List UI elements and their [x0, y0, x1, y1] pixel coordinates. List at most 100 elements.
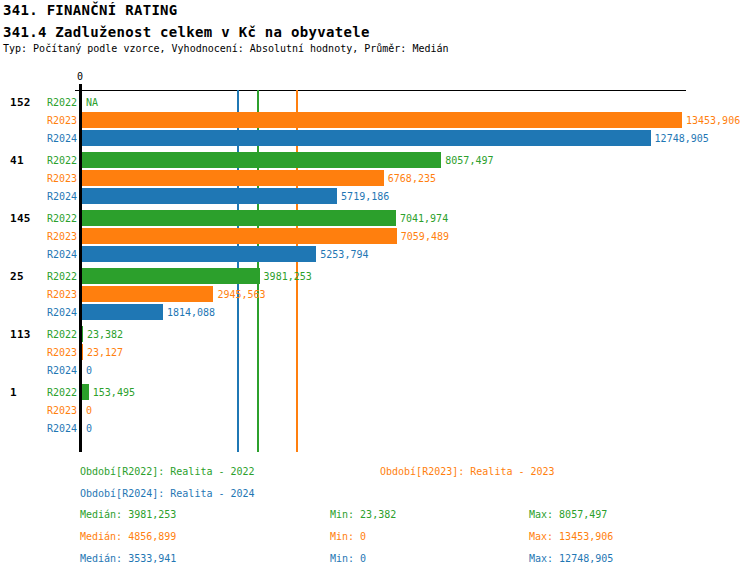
group-label: 113 — [0, 328, 40, 341]
bar-row: 113R2022 23,382 — [0, 326, 750, 342]
series-label-r2022: R2022 — [40, 329, 77, 340]
series-label-r2023: R2023 — [40, 231, 77, 242]
bar-value-label: 2945,563 — [217, 289, 265, 300]
group-label: 1 — [0, 386, 40, 399]
series-label-r2024: R2024 — [40, 307, 77, 318]
page-title: 341. FINANČNÍ RATING — [3, 2, 178, 18]
series-label-r2022: R2022 — [40, 213, 77, 224]
bar-value-label: 153,495 — [93, 387, 135, 398]
series-label-r2024: R2024 — [40, 191, 77, 202]
bar-value-label: 23,127 — [87, 347, 123, 358]
legend-r2024: Období[R2024]: Realita - 2024 — [80, 488, 255, 499]
group-label: 41 — [0, 154, 40, 167]
bar-r2022 — [82, 152, 441, 168]
stat-min-r2022: Min: 23,382 — [330, 509, 396, 520]
bar-zone: 8057,497 — [82, 152, 750, 168]
bar-zone: 1814,088 — [82, 304, 750, 320]
bar-row: R2023 6768,235 — [0, 170, 750, 186]
bar-r2022 — [82, 210, 396, 226]
bar-r2023 — [82, 170, 384, 186]
financial-rating-chart: 341. FINANČNÍ RATING 341.4 Zadluženost c… — [0, 0, 750, 572]
bar-row: R2024 0 — [0, 362, 750, 378]
series-label-r2023: R2023 — [40, 405, 77, 416]
bar-group-25: 25R2022 3981,253 R20232945,563 R2024 1814,08… — [0, 268, 750, 320]
bar-value-label: 0 — [86, 405, 92, 416]
series-label-r2022: R2022 — [40, 271, 77, 282]
bar-row: R2024 12748,905 — [0, 130, 750, 146]
bar-row: R2023 13453,906 — [0, 112, 750, 128]
bar-value-label: 13453,906 — [686, 115, 740, 126]
bar-r2024 — [82, 188, 337, 204]
bar-group-41: 41R2022 8057,497 R2023 6768,235 R2024 5719,18… — [0, 152, 750, 204]
bar-zone: 0 — [82, 420, 750, 436]
bar-row: R2023 7059,489 — [0, 228, 750, 244]
bar-zone: 5253,794 — [82, 246, 750, 262]
series-label-r2023: R2023 — [40, 347, 77, 358]
series-label-r2023: R2023 — [40, 115, 77, 126]
bar-zone: 0 — [82, 402, 750, 418]
bar-group-113: 113R2022 23,382 R2023 23,127 R2024 0 — [0, 326, 750, 378]
series-label-r2022: R2022 — [40, 97, 77, 108]
bar-zone: 23,127 — [82, 344, 750, 360]
bar-row: 25R2022 3981,253 — [0, 268, 750, 284]
stat-max-r2024: Max: 12748,905 — [529, 553, 613, 564]
indicator-title: 341.4 Zadluženost celkem v Kč na obyvate… — [3, 24, 370, 40]
axis-zero-label: 0 — [72, 71, 88, 82]
series-label-r2023: R2023 — [40, 173, 77, 184]
series-label-r2024: R2024 — [40, 249, 77, 260]
bar-zone: 2945,563 — [82, 286, 750, 302]
legend-r2023: Období[R2023]: Realita - 2023 — [380, 466, 555, 477]
bar-value-label: 1814,088 — [167, 307, 215, 318]
group-label: 145 — [0, 212, 40, 225]
bar-value-label: 7041,974 — [400, 213, 448, 224]
series-label-r2024: R2024 — [40, 133, 77, 144]
bar-r2024 — [82, 304, 163, 320]
x-axis-line — [75, 90, 686, 91]
bar-zone: 23,382 — [82, 326, 750, 342]
bar-row: R20232945,563 — [0, 286, 750, 302]
bar-zone: NA — [82, 94, 750, 110]
stat-median-r2023: Medián: 4856,899 — [80, 531, 176, 542]
legend-r2022: Období[R2022]: Realita - 2022 — [80, 466, 255, 477]
bar-row: 152R2022NA — [0, 94, 750, 110]
bar-row: 1R2022 153,495 — [0, 384, 750, 400]
bar-r2022 — [82, 384, 89, 400]
bar-value-label: 8057,497 — [445, 155, 493, 166]
stat-max-r2023: Max: 13453,906 — [529, 531, 613, 542]
bar-r2023 — [82, 286, 213, 302]
bar-value-label: 23,382 — [87, 329, 123, 340]
bar-value-label: 5253,794 — [320, 249, 368, 260]
bar-zone: 12748,905 — [82, 130, 750, 146]
bar-zone: 7041,974 — [82, 210, 750, 226]
bar-group-145: 145R2022 7041,974 R2023 7059,489 R2024 5253,7… — [0, 210, 750, 262]
bar-groups: 152R2022NAR202313453,906R202412748,90541… — [0, 94, 750, 442]
bar-value-label: 6768,235 — [388, 173, 436, 184]
bar-r2023 — [82, 112, 682, 128]
group-label: 25 — [0, 270, 40, 283]
bar-value-label: 5719,186 — [341, 191, 389, 202]
bar-r2022 — [82, 326, 83, 342]
bar-group-1: 1R2022 153,495 R2023 0 R2024 0 — [0, 384, 750, 436]
bar-value-label: 0 — [86, 365, 92, 376]
series-label-r2024: R2024 — [40, 365, 77, 376]
bar-zone: 6768,235 — [82, 170, 750, 186]
bar-r2024 — [82, 130, 651, 146]
bar-value-label: NA — [86, 97, 98, 108]
bar-r2022 — [82, 268, 260, 284]
bar-zone: 0 — [82, 362, 750, 378]
series-label-r2022: R2022 — [40, 387, 77, 398]
series-label-r2024: R2024 — [40, 423, 77, 434]
series-label-r2022: R2022 — [40, 155, 77, 166]
stat-median-r2024: Medián: 3533,941 — [80, 553, 176, 564]
bar-row: R2024 5719,186 — [0, 188, 750, 204]
bar-r2024 — [82, 246, 316, 262]
bar-value-label: 3981,253 — [264, 271, 312, 282]
stat-median-r2022: Medián: 3981,253 — [80, 509, 176, 520]
indicator-meta: Typ: Počítaný podle vzorce, Vyhodnocení:… — [3, 43, 449, 54]
stat-max-r2022: Max: 8057,497 — [529, 509, 607, 520]
bar-value-label: 12748,905 — [655, 133, 709, 144]
bar-row: 145R2022 7041,974 — [0, 210, 750, 226]
stat-min-r2024: Min: 0 — [330, 553, 366, 564]
bar-value-label: 7059,489 — [401, 231, 449, 242]
bar-r2023 — [82, 344, 83, 360]
